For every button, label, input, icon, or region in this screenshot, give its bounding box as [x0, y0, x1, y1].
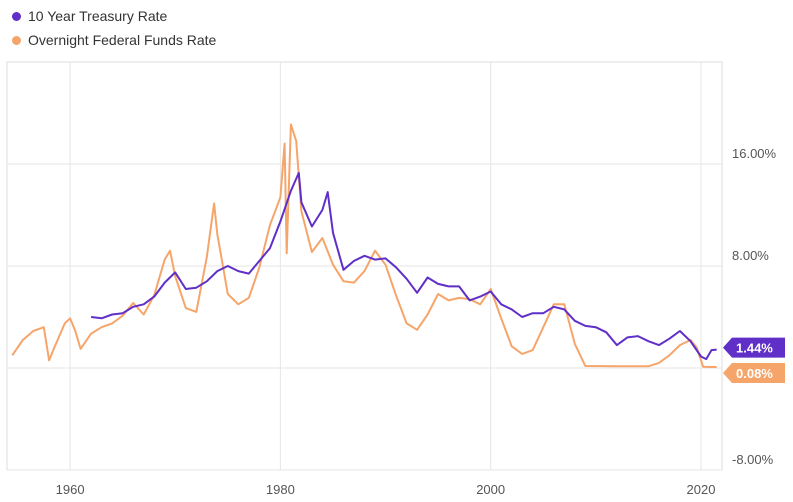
y-tick-label-8: 8.00% [732, 248, 769, 263]
series-lines [11, 123, 717, 368]
series-line-treasury [90, 171, 717, 361]
legend-label-treasury: 10 Year Treasury Rate [28, 8, 168, 24]
legend-item-treasury[interactable]: 10 Year Treasury Rate [12, 4, 216, 28]
legend: 10 Year Treasury Rate Overnight Federal … [12, 4, 216, 52]
y-tick-label-neg8: -8.00% [732, 452, 774, 467]
x-tick-label-1960: 1960 [56, 482, 85, 497]
series-line-fedfunds [11, 123, 717, 368]
legend-dot-fedfunds-icon [12, 35, 21, 45]
badge-treasury [723, 337, 785, 358]
y-axis-ticks: 16.00% 8.00% -8.00% [732, 146, 777, 467]
x-axis-ticks: 1960 1980 2000 2020 [56, 482, 716, 497]
grid [7, 62, 722, 471]
badge-label-treasury: 1.44% [736, 341, 773, 356]
x-tick-label-1980: 1980 [266, 482, 295, 497]
x-tick-label-2000: 2000 [476, 482, 505, 497]
legend-item-fedfunds[interactable]: Overnight Federal Funds Rate [12, 28, 216, 52]
legend-dot-treasury-icon [12, 11, 21, 21]
value-badges: 1.44% 0.08% [723, 337, 785, 383]
y-tick-label-16: 16.00% [732, 146, 777, 161]
badge-fedfunds [723, 362, 785, 383]
legend-label-fedfunds: Overnight Federal Funds Rate [28, 32, 217, 48]
x-tick-label-2020: 2020 [687, 482, 716, 497]
badge-label-fedfunds: 0.08% [736, 366, 773, 381]
